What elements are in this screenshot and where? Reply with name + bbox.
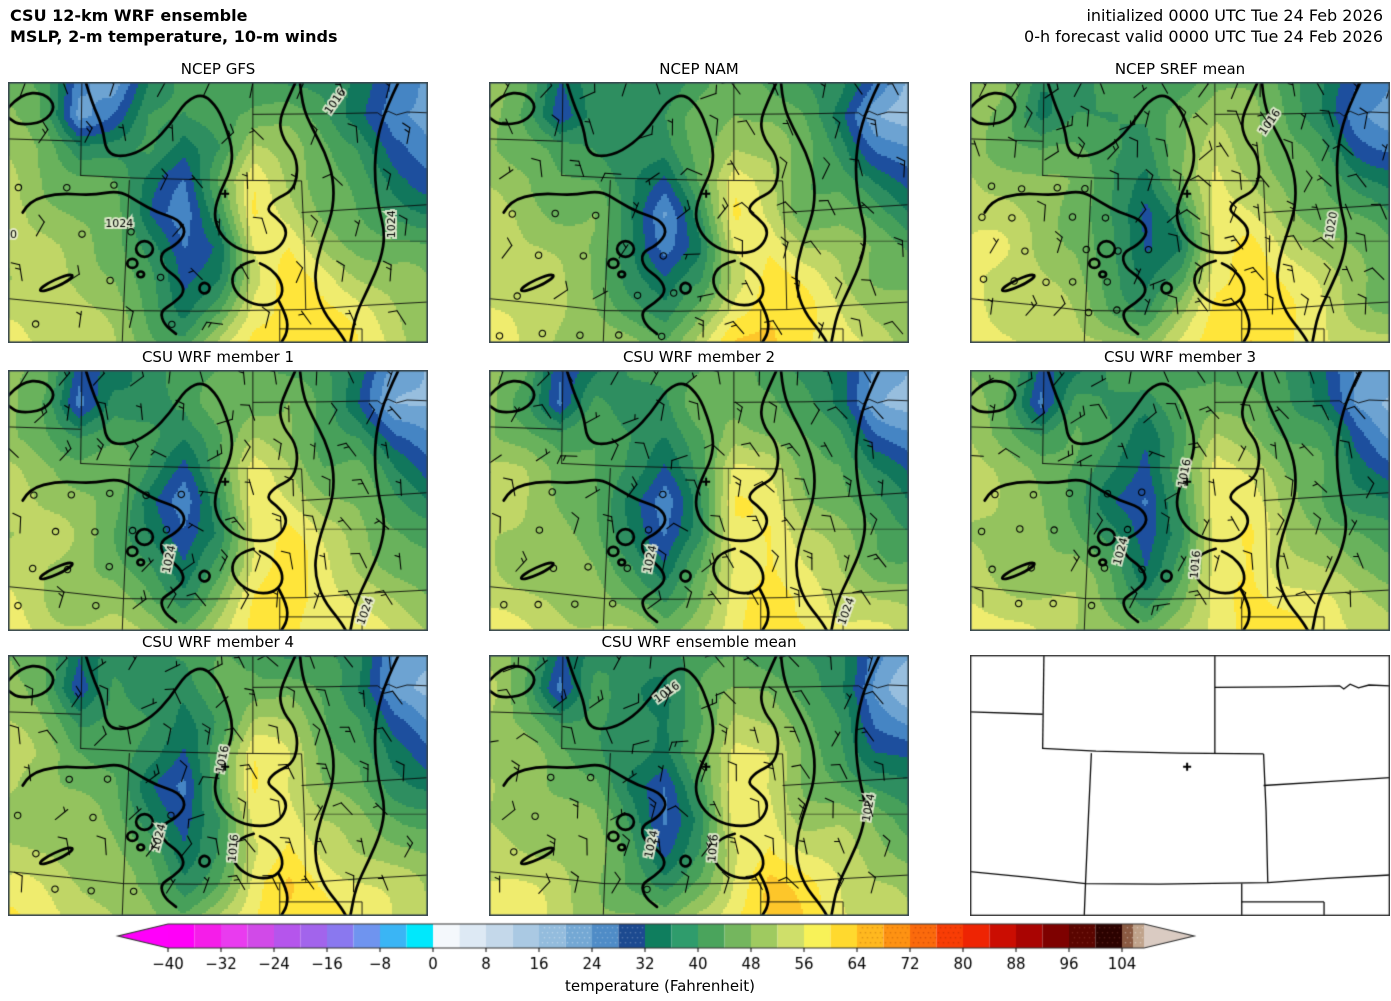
panel-title-csu-wrf-member-3: CSU WRF member 3 [1103, 348, 1257, 366]
panel-csu-wrf-member-2: CSU WRF member 2 [489, 347, 909, 631]
figure-title: CSU 12-km WRF ensemble MSLP, 2-m tempera… [10, 5, 337, 47]
panel-csu-wrf-ensemble-mean: CSU WRF ensemble mean [489, 632, 909, 916]
panel-location-map [970, 632, 1390, 916]
figure-timestamps: initialized 0000 UTC Tue 24 Feb 2026 0-h… [1024, 5, 1383, 47]
panel-title-csu-wrf-member-1: CSU WRF member 1 [141, 348, 295, 366]
map-canvas-ncep-nam [489, 82, 909, 343]
figure-title-line2: MSLP, 2-m temperature, 10-m winds [10, 27, 338, 46]
map-canvas-csu-wrf-member-3 [970, 370, 1390, 631]
figure-title-line1: CSU 12-km WRF ensemble [10, 6, 248, 25]
panel-title-ncep-sref-mean: NCEP SREF mean [1114, 60, 1246, 78]
panel-title-location-map [970, 632, 1390, 655]
panel-title-csu-wrf-member-4: CSU WRF member 4 [141, 633, 295, 651]
map-canvas-csu-wrf-ensemble-mean [489, 655, 909, 916]
panel-title-csu-wrf-member-2: CSU WRF member 2 [622, 348, 776, 366]
map-canvas-csu-wrf-member-4 [8, 655, 428, 916]
colorbar-label: temperature (Fahrenheit) [564, 977, 756, 995]
colorbar-canvas [95, 920, 1275, 978]
panel-title-csu-wrf-ensemble-mean: CSU WRF ensemble mean [601, 633, 797, 651]
panel-title-ncep-gfs: NCEP GFS [180, 60, 256, 78]
valid-time: 0-h forecast valid 0000 UTC Tue 24 Feb 2… [1024, 27, 1383, 46]
panel-ncep-nam: NCEP NAM [489, 59, 909, 343]
map-canvas-csu-wrf-member-1 [8, 370, 428, 631]
panel-csu-wrf-member-3: CSU WRF member 3 [970, 347, 1390, 631]
map-canvas-location-map [970, 655, 1390, 916]
panel-csu-wrf-member-1: CSU WRF member 1 [8, 347, 428, 631]
panel-csu-wrf-member-4: CSU WRF member 4 [8, 632, 428, 916]
init-time: initialized 0000 UTC Tue 24 Feb 2026 [1086, 6, 1383, 25]
colorbar [95, 920, 1275, 978]
map-canvas-ncep-sref-mean [970, 82, 1390, 343]
map-canvas-csu-wrf-member-2 [489, 370, 909, 631]
map-canvas-ncep-gfs [8, 82, 428, 343]
panel-title-ncep-nam: NCEP NAM [659, 60, 739, 78]
panel-ncep-sref-mean: NCEP SREF mean [970, 59, 1390, 343]
panel-ncep-gfs: NCEP GFS [8, 59, 428, 343]
